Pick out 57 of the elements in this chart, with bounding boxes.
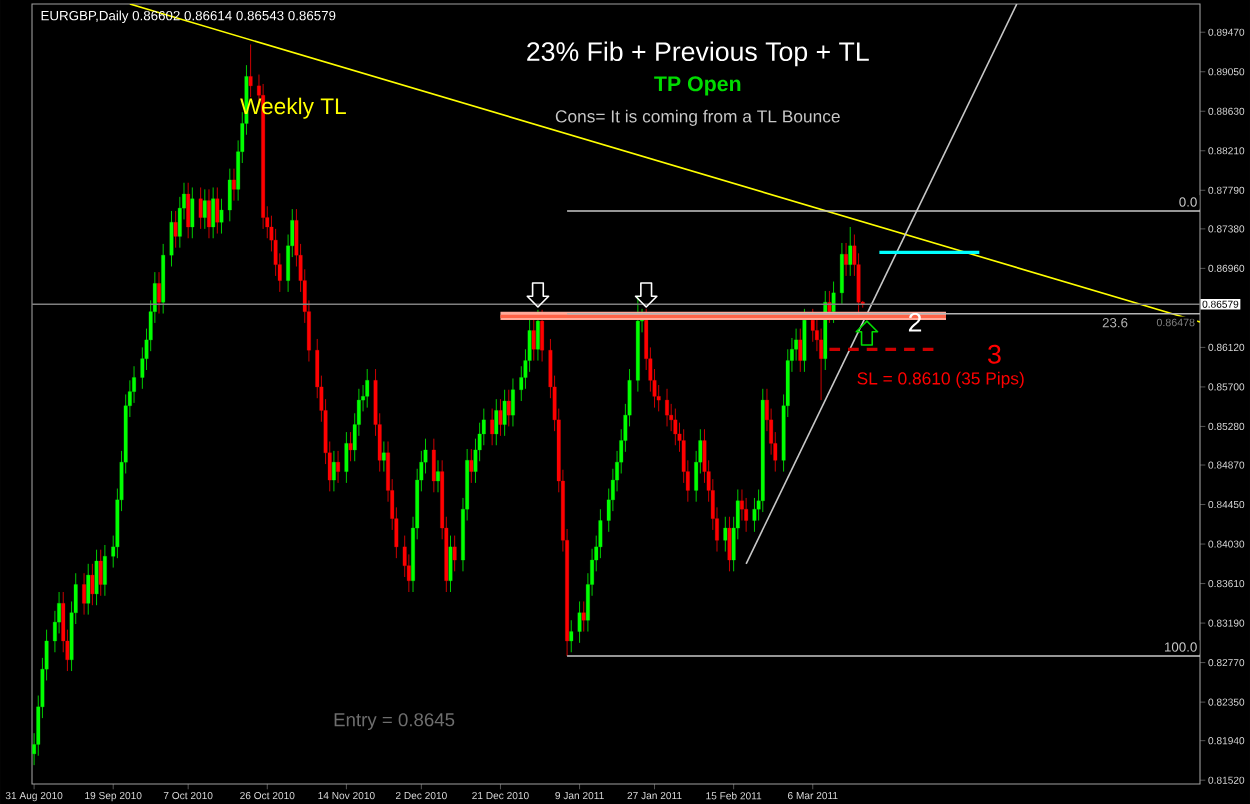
- candlestick: [844, 242, 848, 277]
- candlestick: [723, 516, 728, 552]
- candlestick: [227, 168, 232, 222]
- annotation: 3: [988, 344, 1001, 364]
- candlestick: [211, 187, 216, 239]
- candlestick: [248, 44, 253, 98]
- candlestick: [665, 388, 669, 427]
- candlestick: [819, 328, 823, 401]
- candlestick: [511, 378, 515, 427]
- candlestick: [490, 408, 495, 446]
- candlestick: [431, 438, 436, 493]
- candlestick: [752, 497, 757, 533]
- annotation: Cons= It is coming from a TL Bounce: [555, 109, 840, 126]
- candlestick: [207, 188, 211, 239]
- candlestick: [365, 368, 370, 409]
- candlestick: [82, 572, 86, 616]
- candlestick: [90, 563, 95, 606]
- candlestick: [673, 408, 678, 446]
- candlestick: [436, 459, 440, 493]
- candlestick: [569, 619, 574, 653]
- candlestick: [727, 516, 732, 572]
- candlestick: [452, 535, 457, 572]
- candlestick: [531, 318, 536, 361]
- candlestick: [348, 431, 353, 462]
- candlestick: [494, 398, 499, 446]
- annotation: SL = 0.8610 (35 Pips): [857, 371, 1024, 389]
- candlestick: [577, 601, 582, 644]
- candlestick: [86, 563, 91, 616]
- candlestick: [186, 182, 191, 239]
- candlestick: [502, 389, 507, 437]
- annotation: Entry = 0.8645: [334, 713, 455, 731]
- candlestick: [173, 210, 178, 249]
- candlestick: [802, 308, 807, 373]
- candlestick: [344, 431, 349, 484]
- candlestick: [202, 188, 207, 230]
- candlestick: [232, 168, 236, 202]
- candlestick: [848, 226, 853, 277]
- text: 23% Fib + Previous Top + TL: [527, 41, 869, 67]
- candlestick: [103, 544, 107, 597]
- candlestick: [94, 549, 99, 606]
- candlestick: [336, 450, 340, 484]
- candlestick: [215, 187, 220, 234]
- candlestick: [506, 389, 511, 427]
- candlestick: [498, 398, 503, 437]
- candlestick: [381, 441, 386, 472]
- candlestick: [469, 448, 474, 484]
- candlestick: [332, 450, 336, 492]
- candlestick: [448, 535, 453, 593]
- candlestick: [190, 187, 195, 239]
- text: TP Open: [654, 76, 741, 96]
- candlestick: [744, 497, 749, 533]
- candlestick: [157, 271, 161, 314]
- candlestick: [798, 328, 803, 373]
- candlestick: [840, 242, 844, 305]
- candlestick: [198, 187, 203, 230]
- candlestick: [98, 549, 103, 597]
- candlestick: [581, 601, 586, 632]
